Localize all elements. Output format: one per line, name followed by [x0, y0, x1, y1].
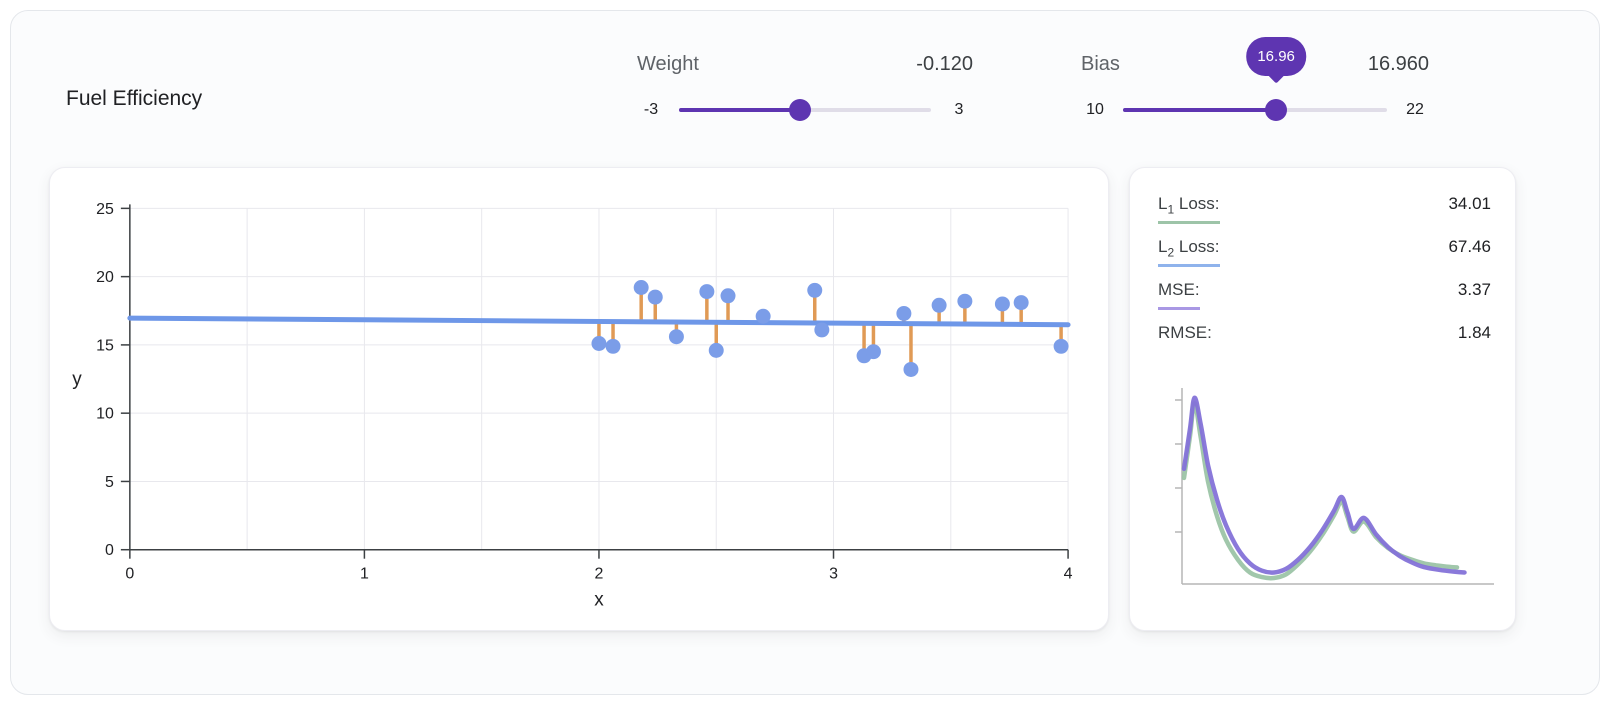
svg-text:y: y — [72, 369, 82, 390]
svg-text:0: 0 — [105, 542, 114, 559]
scatter-chart: 0 5 10 15 20 25 0 1 2 3 4 y x — [72, 201, 1073, 611]
page-title: Fuel Efficiency — [66, 87, 203, 110]
svg-text:2: 2 — [595, 566, 604, 583]
weight-label: Weight — [637, 53, 699, 75]
metric-label-sub: 2 — [1167, 245, 1175, 260]
bias-label: Bias — [1081, 53, 1120, 75]
weight-max-label: 3 — [954, 101, 964, 118]
bias-slider-thumb[interactable] — [1265, 99, 1288, 121]
bias-value-tooltip: 16.96 — [1246, 37, 1306, 76]
bias-max-label: 22 — [1406, 101, 1424, 118]
svg-text:0: 0 — [125, 566, 134, 583]
metric-value-rmse: 1.84 — [1457, 323, 1491, 342]
weight-control-header: Weight -0.120 — [637, 53, 973, 76]
weight-slider-row: -3 3 — [637, 99, 973, 121]
metric-label-rmse: RMSE: — [1158, 323, 1212, 353]
weight-slider[interactable] — [679, 99, 931, 121]
metric-label-sub: 1 — [1167, 202, 1175, 217]
metric-label-text: Loss: — [1174, 194, 1220, 213]
loss-curve-chart — [1175, 388, 1494, 585]
metric-label-text: Loss: — [1174, 237, 1220, 256]
svg-text:5: 5 — [105, 474, 114, 491]
svg-text:15: 15 — [96, 337, 114, 354]
metric-label-l1: L1 Loss: — [1158, 194, 1220, 225]
svg-text:x: x — [594, 590, 604, 611]
bias-control-header: Bias 16.960 — [1081, 53, 1429, 76]
content: 0 5 10 15 20 25 0 1 2 3 4 y x L1 Loss: 34.01 L2 Loss… — [49, 167, 1516, 631]
weight-slider-thumb[interactable] — [788, 99, 811, 121]
metric-row: L1 Loss: 34.01 — [1158, 194, 1491, 237]
weight-value: -0.120 — [916, 53, 973, 75]
metric-label-text: RMSE: — [1158, 323, 1212, 342]
metric-label-text: L — [1158, 237, 1168, 256]
metric-label-mse: MSE: — [1158, 280, 1200, 311]
svg-text:10: 10 — [96, 406, 114, 423]
svg-text:25: 25 — [96, 201, 114, 218]
metric-label-l2: L2 Loss: — [1158, 237, 1220, 268]
metric-label-text: MSE: — [1158, 280, 1200, 299]
bias-min-label: 10 — [1086, 101, 1104, 118]
weight-control: Weight -0.120 -3 3 — [637, 53, 973, 121]
svg-text:3: 3 — [829, 566, 838, 583]
weight-slider-fill — [679, 108, 800, 112]
bias-slider-row: 10 16.96 22 — [1081, 37, 1429, 121]
metric-value-mse: 3.37 — [1457, 280, 1491, 299]
metric-row: MSE: 3.37 — [1158, 280, 1491, 323]
metric-value-l2: 67.46 — [1448, 237, 1491, 256]
svg-text:4: 4 — [1064, 566, 1073, 583]
weight-min-label: -3 — [643, 101, 659, 118]
metric-row: L2 Loss: 67.46 — [1158, 237, 1491, 280]
svg-text:1: 1 — [360, 566, 369, 583]
loss-panel-card: L1 Loss: 34.01 L2 Loss: 67.46 MSE: 3.37 … — [1129, 167, 1516, 631]
bias-slider-fill — [1123, 108, 1277, 112]
metric-row: RMSE: 1.84 — [1158, 323, 1491, 366]
bias-value: 16.960 — [1367, 53, 1429, 75]
bias-control: Bias 16.960 10 16.96 22 — [1081, 37, 1429, 121]
metric-value-l1: 34.01 — [1448, 194, 1491, 213]
scatter-plot-card: 0 5 10 15 20 25 0 1 2 3 4 y x — [49, 167, 1109, 631]
svg-text:20: 20 — [96, 269, 114, 286]
metric-label-text: L — [1158, 194, 1168, 213]
bias-slider[interactable]: 16.96 — [1123, 37, 1387, 121]
app-frame: Fuel Efficiency Weight -0.120 -3 3 Bias … — [10, 10, 1600, 695]
